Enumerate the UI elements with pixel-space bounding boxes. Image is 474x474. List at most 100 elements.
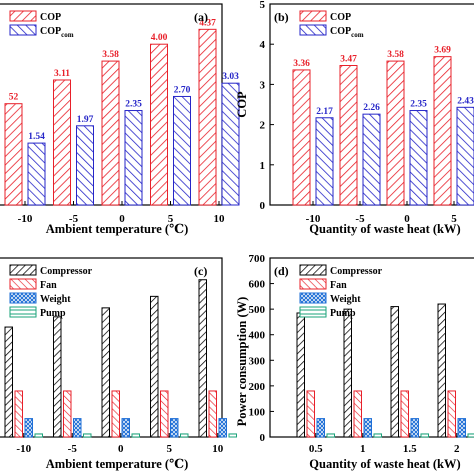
panel-label: (b) [274,10,289,24]
legend-swatch [9,264,37,276]
x-tick-label: 10 [212,443,224,455]
bar-fan [353,390,362,438]
bar-value-label: 3.58 [387,50,404,60]
x-tick-label: 10 [214,213,226,225]
bar-value-label: 3.47 [340,55,357,65]
bar-weight [457,418,466,438]
x-tick-label: 5 [168,213,174,225]
legend-entry: Weight [40,294,71,305]
bar-compressor [390,306,399,438]
legend-entry: Fan [40,280,57,291]
chart-panel-2: 0 1 2 3 4 5 COP 3.36 2.17 -10 3.47 2.26 -5 3.58 2.35 0 3… [235,0,474,236]
x-axis-title: Quantity of waste heat (kW) [309,222,460,236]
bar-fan [160,390,169,438]
bar-value-label: 52 [9,93,19,103]
legend-entry: Compressor [40,266,93,277]
bar-cop-com [456,106,474,206]
bar-compressor [343,308,352,438]
legend-swatch [9,24,37,36]
bar-pump [131,433,140,438]
panel-label: (c) [194,264,207,278]
y-tick-label: 600 [249,279,266,291]
bar-fan [63,390,72,438]
bar-fan [400,390,409,438]
legend-swatch [299,24,327,36]
bar-cop-com [124,110,143,206]
legend-entry: COPcom [330,26,364,39]
bar-fan [447,390,456,438]
x-tick-label: -5 [69,213,79,225]
bar-value-label: 3.36 [293,59,310,69]
x-tick-label: 5 [167,443,173,455]
bar-value-label: 1.97 [77,115,94,125]
y-tick-label: 1 [260,160,266,172]
x-tick-label: -10 [16,443,31,455]
x-tick-label: 2 [454,443,460,455]
bar-cop-com [221,82,240,206]
x-tick-label: 0 [119,213,125,225]
panel-label: (a) [194,10,208,24]
bar-compressor [198,279,207,438]
y-tick-label: 700 [249,253,266,265]
legend-swatch [9,292,37,304]
x-tick-label: 1 [360,443,366,455]
bar-value-label: 3.58 [102,50,119,60]
bar-cop [4,103,23,206]
y-tick-label: 3 [260,79,266,91]
y-tick-label: 100 [249,406,266,418]
bar-weight [73,418,82,438]
x-tick-label: 0.5 [309,443,323,455]
bar-cop [292,69,311,206]
bar-value-label: 2.35 [410,100,427,110]
x-tick-label: -5 [68,443,78,455]
bar-weight [24,418,33,438]
x-tick-label: 0 [404,213,410,225]
x-axis-title: Ambient temperature (℃) [46,222,189,236]
legend-entry: Weight [330,294,361,305]
bar-pump [373,433,382,438]
y-tick-label: 2 [260,120,266,132]
x-axis-title: Quantity of waste heat (kW) [309,457,460,471]
chart-panel-3: -10 -5 0 5 10 Ambient temperature (℃) (c) Compr… [0,257,237,471]
bar-compressor [437,303,446,438]
bar-pump [228,433,237,438]
bar-value-label: 4.37 [199,18,216,28]
legend-swatch [9,306,37,318]
bar-pump [420,433,429,438]
bar-compressor [296,312,305,438]
bar-weight [218,418,227,438]
bar-pump [180,433,189,438]
y-tick-label: 4 [260,39,266,51]
legend-swatch [299,292,327,304]
bar-value-label: 3.03 [222,72,239,82]
x-tick-label: 0 [118,443,124,455]
bar-weight [170,418,179,438]
bar-value-label: 3.69 [434,46,451,56]
bar-compressor [150,295,159,438]
legend-swatch [299,10,327,22]
bar-weight [363,418,372,438]
bar-value-label: 2.26 [363,103,380,113]
y-tick-label: 500 [249,304,266,316]
legend-entry: Pump [330,308,356,319]
y-tick-label: 200 [249,381,266,393]
bar-fan [111,390,120,438]
legend-swatch [9,278,37,290]
bar-value-label: 1.54 [28,132,45,142]
bar-cop-com [315,117,334,206]
bar-cop-com [409,110,428,206]
y-axis-title: COP [235,91,249,118]
bar-pump [34,433,43,438]
chart-panel-4: 0 100 200 300 400 500 600 700 Power consumption … [235,253,474,471]
x-tick-label: -10 [18,213,33,225]
bar-cop [339,65,358,206]
bar-cop-com [362,113,381,206]
legend-entry: Fan [330,280,347,291]
legend-swatch [299,306,327,318]
bar-cop [101,60,120,206]
legend-entry: Compressor [330,266,383,277]
bar-cop [386,60,405,206]
bar-compressor [53,316,62,438]
bar-fan [208,390,217,438]
